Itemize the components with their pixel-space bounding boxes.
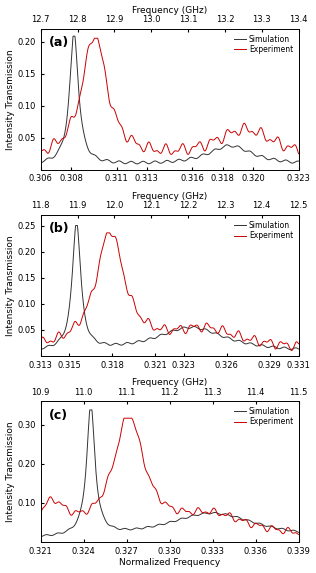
Simulation — [242, 517, 246, 524]
Experiment — [164, 324, 168, 331]
Simulation — [157, 521, 161, 528]
Line: Experiment: Experiment — [41, 418, 299, 535]
Simulation — [164, 157, 168, 164]
Experiment — [39, 147, 43, 154]
Experiment — [289, 144, 293, 151]
X-axis label: Frequency (GHz): Frequency (GHz) — [132, 192, 207, 201]
X-axis label: Frequency (GHz): Frequency (GHz) — [132, 6, 207, 14]
Simulation — [289, 346, 293, 353]
Simulation — [297, 158, 301, 164]
Experiment — [289, 144, 293, 151]
Experiment — [289, 528, 293, 535]
Experiment — [164, 140, 168, 147]
Simulation — [52, 154, 56, 161]
Y-axis label: Intensity Transmission: Intensity Transmission — [6, 235, 15, 336]
Line: Experiment: Experiment — [41, 233, 299, 351]
Experiment — [242, 337, 246, 344]
Simulation — [289, 527, 293, 534]
Experiment — [52, 499, 56, 505]
Experiment — [52, 135, 56, 142]
Experiment — [297, 150, 301, 157]
Simulation — [289, 159, 293, 166]
Line: Simulation: Simulation — [41, 226, 299, 350]
Simulation — [242, 147, 246, 154]
Line: Experiment: Experiment — [41, 38, 299, 154]
Experiment — [105, 229, 109, 236]
Experiment — [39, 337, 43, 344]
Simulation — [135, 160, 139, 167]
Legend: Simulation, Experiment: Simulation, Experiment — [233, 405, 295, 428]
Simulation — [289, 527, 293, 534]
Experiment — [93, 35, 96, 42]
Simulation — [158, 159, 161, 166]
Simulation — [164, 520, 168, 527]
Simulation — [88, 406, 92, 413]
Legend: Simulation, Experiment: Simulation, Experiment — [233, 219, 295, 242]
Experiment — [289, 528, 293, 535]
Experiment — [169, 151, 173, 158]
Simulation — [74, 222, 77, 229]
Experiment — [157, 149, 161, 156]
Legend: Simulation, Experiment: Simulation, Experiment — [233, 33, 295, 56]
X-axis label: Frequency (GHz): Frequency (GHz) — [132, 378, 207, 387]
Experiment — [297, 340, 301, 347]
Simulation — [297, 529, 301, 536]
Text: (a): (a) — [48, 36, 69, 49]
Experiment — [242, 517, 246, 524]
Experiment — [39, 509, 43, 516]
X-axis label: Normalized Frequency: Normalized Frequency — [119, 559, 220, 567]
Experiment — [52, 339, 56, 346]
Line: Simulation: Simulation — [41, 410, 299, 537]
Experiment — [164, 499, 168, 506]
Text: (b): (b) — [48, 222, 69, 236]
Simulation — [39, 533, 43, 540]
Simulation — [71, 33, 75, 40]
Y-axis label: Intensity Transmission: Intensity Transmission — [6, 49, 15, 150]
Simulation — [289, 346, 293, 353]
Simulation — [289, 346, 292, 353]
Experiment — [157, 496, 161, 503]
Experiment — [289, 347, 293, 354]
Line: Simulation: Simulation — [41, 36, 299, 164]
Y-axis label: Intensity Transmission: Intensity Transmission — [6, 421, 15, 522]
Simulation — [52, 342, 56, 349]
Experiment — [242, 120, 246, 127]
Simulation — [157, 332, 161, 339]
Simulation — [297, 346, 301, 352]
Text: (c): (c) — [48, 409, 68, 422]
Simulation — [39, 345, 43, 352]
Simulation — [52, 531, 56, 538]
Experiment — [297, 531, 301, 538]
Experiment — [289, 347, 293, 354]
Simulation — [164, 331, 168, 338]
Simulation — [289, 159, 293, 166]
Experiment — [122, 415, 126, 422]
Experiment — [157, 326, 161, 333]
Simulation — [242, 340, 246, 347]
Experiment — [290, 347, 294, 354]
Simulation — [39, 159, 43, 166]
